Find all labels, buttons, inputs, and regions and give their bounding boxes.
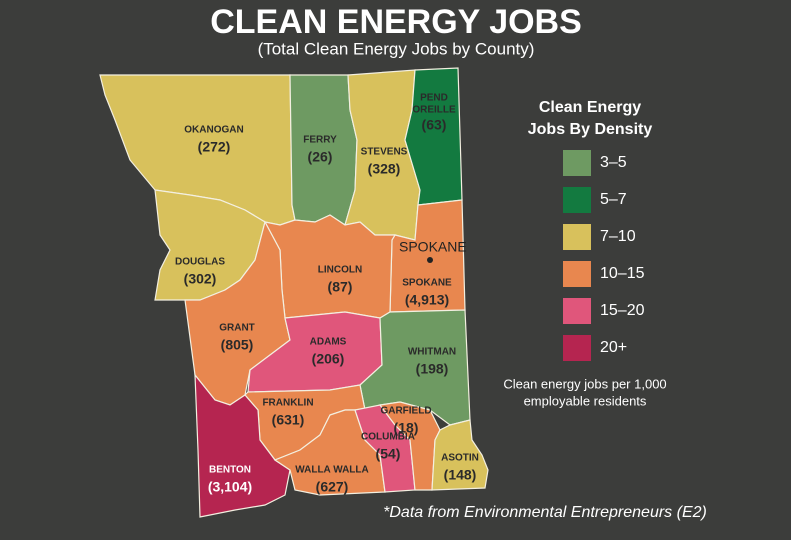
- county-jobs: (198): [416, 361, 449, 377]
- county-name: SPOKANE: [402, 278, 452, 289]
- county-map: [99, 67, 489, 518]
- legend-label: 5–7: [600, 191, 627, 208]
- legend-title: Clean Energy: [539, 99, 641, 116]
- county-name: COLUMBIA: [361, 432, 415, 443]
- title: CLEAN ENERGY JOBS: [210, 3, 582, 41]
- county-jobs: (87): [328, 279, 353, 295]
- legend-label: 15–20: [600, 302, 645, 319]
- county-jobs: (26): [308, 149, 333, 165]
- legend-note: employable residents: [524, 393, 647, 408]
- legend-swatch: [563, 261, 591, 287]
- legend-label: 7–10: [600, 228, 636, 245]
- county-jobs: (4,913): [405, 292, 449, 308]
- county-name: WHITMAN: [408, 347, 456, 358]
- city-label: SPOKANE: [399, 239, 467, 255]
- county-name: DOUGLAS: [175, 257, 225, 268]
- county-jobs: (54): [376, 446, 401, 462]
- source-note: *Data from Environmental Entrepreneurs (…: [383, 504, 707, 521]
- legend-label: 20+: [600, 339, 627, 356]
- legend: 3–5 5–7 7–10 10–15 15–20 20+: [563, 150, 645, 361]
- county-name: GRANT: [219, 323, 255, 334]
- county-name: LINCOLN: [318, 265, 362, 276]
- county-jobs: (3,104): [208, 479, 252, 495]
- legend-label: 10–15: [600, 265, 645, 282]
- subtitle: (Total Clean Energy Jobs by County): [258, 39, 535, 58]
- county-name: ASOTIN: [441, 453, 479, 464]
- county-jobs: (206): [312, 351, 345, 367]
- legend-swatch: [563, 335, 591, 361]
- legend-swatch: [563, 224, 591, 250]
- county-jobs: (627): [316, 479, 349, 495]
- city-dot: [427, 257, 433, 263]
- county-jobs: (631): [272, 412, 305, 428]
- county-jobs: (328): [368, 161, 401, 177]
- legend-swatch: [563, 187, 591, 213]
- county-name: WALLA WALLA: [295, 465, 369, 476]
- county-jobs: (63): [422, 117, 447, 133]
- county-name: FRANKLIN: [262, 398, 313, 409]
- county-name: BENTON: [209, 465, 251, 476]
- county-name: FERRY: [303, 135, 337, 146]
- county-name: OREILLE: [412, 105, 456, 116]
- county-jobs: (148): [444, 467, 477, 483]
- legend-note: Clean energy jobs per 1,000: [503, 376, 666, 391]
- legend-title: Jobs By Density: [528, 121, 653, 138]
- county-jobs: (805): [221, 337, 254, 353]
- legend-label: 3–5: [600, 154, 627, 171]
- legend-swatch: [563, 298, 591, 324]
- county-name: GARFIELD: [380, 406, 431, 417]
- legend-swatch: [563, 150, 591, 176]
- county-jobs: (272): [198, 139, 231, 155]
- county: [404, 67, 463, 206]
- county: [431, 419, 489, 491]
- county-name: STEVENS: [361, 147, 408, 158]
- county-name: ADAMS: [310, 337, 347, 348]
- county-name: OKANOGAN: [184, 125, 243, 136]
- county-name: PEND: [420, 93, 448, 104]
- county-jobs: (18): [394, 420, 419, 436]
- county-jobs: (302): [184, 271, 217, 287]
